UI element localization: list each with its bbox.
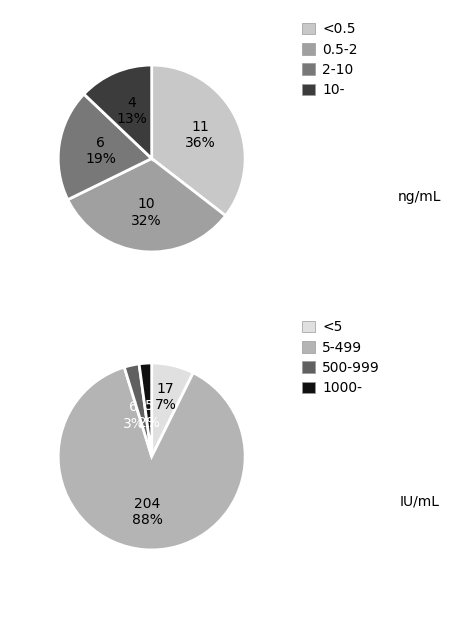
Wedge shape — [124, 364, 152, 456]
Text: 17
7%: 17 7% — [155, 382, 176, 413]
Legend: <5, 5-499, 500-999, 1000-: <5, 5-499, 500-999, 1000- — [301, 320, 380, 395]
Text: 11
36%: 11 36% — [185, 120, 216, 150]
Wedge shape — [58, 367, 245, 550]
Legend: <0.5, 0.5-2, 2-10, 10-: <0.5, 0.5-2, 2-10, 10- — [301, 22, 358, 97]
Text: 10
32%: 10 32% — [131, 197, 162, 228]
Wedge shape — [152, 363, 193, 456]
Text: 204
88%: 204 88% — [132, 497, 163, 527]
Wedge shape — [58, 94, 152, 200]
Text: 6
3%: 6 3% — [123, 400, 145, 430]
Wedge shape — [152, 65, 245, 216]
Wedge shape — [84, 65, 152, 158]
Wedge shape — [139, 363, 152, 456]
Text: IU/mL: IU/mL — [400, 495, 439, 508]
Text: 6
19%: 6 19% — [85, 136, 116, 166]
Text: ng/mL: ng/mL — [398, 190, 441, 204]
Text: 5
2%: 5 2% — [138, 399, 160, 430]
Wedge shape — [68, 158, 226, 252]
Text: 4
13%: 4 13% — [116, 96, 147, 126]
